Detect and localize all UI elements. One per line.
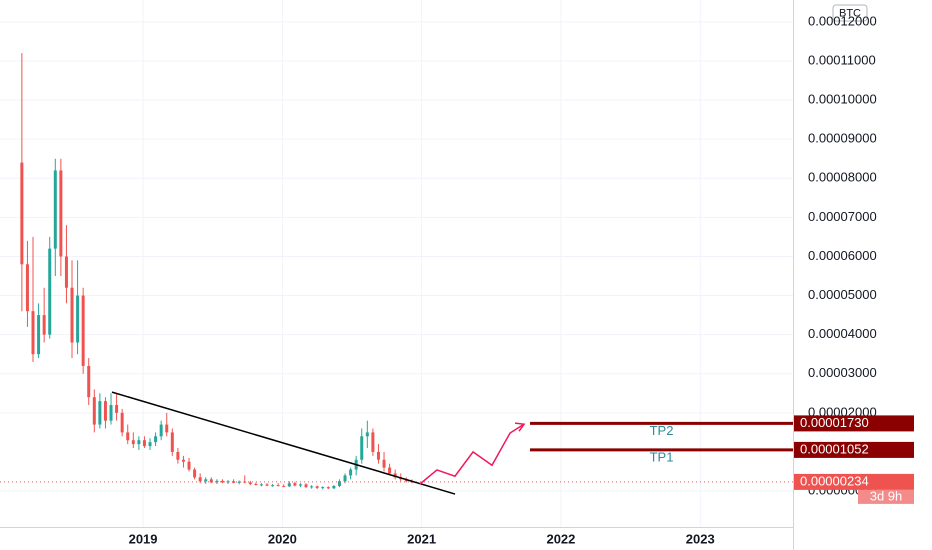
x-tick-label: 2019 [129, 531, 158, 546]
candle-body [271, 485, 275, 487]
candle-body [248, 482, 252, 484]
candle-body [232, 481, 236, 483]
y-tick-label: 0.00011000 [808, 52, 876, 67]
candle-body [170, 432, 174, 452]
candle-body [187, 461, 191, 470]
candle-body [103, 401, 107, 421]
target-name: TP1 [650, 449, 674, 464]
candle-body [298, 484, 302, 486]
candle-body [176, 451, 180, 460]
projection-arrowhead [514, 422, 526, 432]
candle-body [376, 451, 380, 460]
price-badge-label: 0.00000234 [800, 473, 869, 488]
candle-body [287, 483, 291, 487]
candle-body [42, 315, 46, 335]
candle-body [315, 486, 319, 488]
y-tick-label: 0.00006000 [808, 248, 877, 263]
candle-body [220, 480, 224, 483]
price-badge [794, 441, 914, 458]
candle-body [131, 440, 135, 445]
candle-body [98, 401, 102, 425]
candle-body [76, 295, 80, 343]
candle-body [142, 440, 146, 447]
candle-body [87, 365, 91, 398]
candle-body [48, 248, 52, 335]
candle-body [371, 432, 375, 452]
candle-body [304, 484, 308, 488]
candle-body [293, 483, 297, 486]
candle-body [282, 485, 286, 487]
price-badge [794, 473, 914, 490]
candle-body [326, 487, 330, 489]
y-tick-label: 0.00007000 [808, 209, 877, 224]
x-tick-label: 2022 [546, 531, 575, 546]
y-tick-label: 0.00003000 [808, 365, 877, 380]
x-tick-label: 2020 [268, 531, 297, 546]
y-tick-label: 0.00005000 [808, 287, 877, 302]
candle-body [59, 170, 63, 257]
y-tick-label: 0.00012000 [808, 13, 877, 28]
currency-box [832, 4, 868, 22]
trendline [111, 391, 456, 495]
candle-body [237, 481, 241, 483]
currency-label: BTC [839, 7, 861, 19]
candle-body [310, 486, 314, 488]
projection-path [419, 423, 525, 485]
price-badge [794, 415, 914, 432]
candle-body [365, 432, 369, 437]
candle-body [20, 162, 24, 265]
candle-body [198, 477, 202, 482]
candle-body [53, 170, 57, 249]
candle-body [276, 485, 280, 487]
candle-body [81, 295, 85, 366]
candle-body [360, 436, 364, 460]
candle-body [388, 467, 392, 474]
countdown-label: 3d 9h [870, 488, 903, 503]
target-name: TP2 [650, 423, 674, 438]
candle-body [37, 315, 41, 355]
price-badge-label: 0.00001052 [800, 441, 869, 456]
candle-body [259, 484, 263, 486]
candle-body [343, 475, 347, 482]
y-tick-label: 0.00008000 [808, 170, 877, 185]
candle-body [92, 397, 96, 425]
candle-body [254, 483, 258, 485]
y-tick-label: 0.00009000 [808, 131, 877, 146]
candle-body [337, 481, 341, 486]
candle-body [126, 432, 130, 441]
candle-body [193, 469, 197, 478]
candle-body [154, 436, 158, 443]
x-tick-label: 2021 [407, 531, 436, 546]
candle-body [393, 473, 397, 478]
x-tick-label: 2023 [686, 531, 715, 546]
candle-body [321, 487, 325, 489]
y-tick-label: 0.00004000 [808, 326, 877, 341]
candle-body [70, 287, 74, 343]
candle-body [181, 459, 185, 462]
candle-body [64, 256, 68, 288]
candle-body [159, 424, 163, 437]
candle-body [148, 442, 152, 447]
candle-body [204, 479, 208, 482]
candle-body [109, 405, 113, 421]
candle-body [165, 424, 169, 433]
candle-body [25, 264, 29, 312]
candle-body [137, 440, 141, 445]
countdown-badge [858, 489, 914, 504]
candle-body [332, 485, 336, 489]
candle-body [209, 479, 213, 483]
candle-body [349, 469, 353, 476]
candle-body [115, 405, 119, 413]
candle-body [382, 459, 386, 468]
candle-body [31, 311, 35, 355]
candle-body [120, 412, 124, 433]
y-tick-label: 0.00010000 [808, 92, 877, 107]
candle-body [265, 484, 269, 486]
price-badge-label: 0.00001730 [800, 415, 869, 430]
